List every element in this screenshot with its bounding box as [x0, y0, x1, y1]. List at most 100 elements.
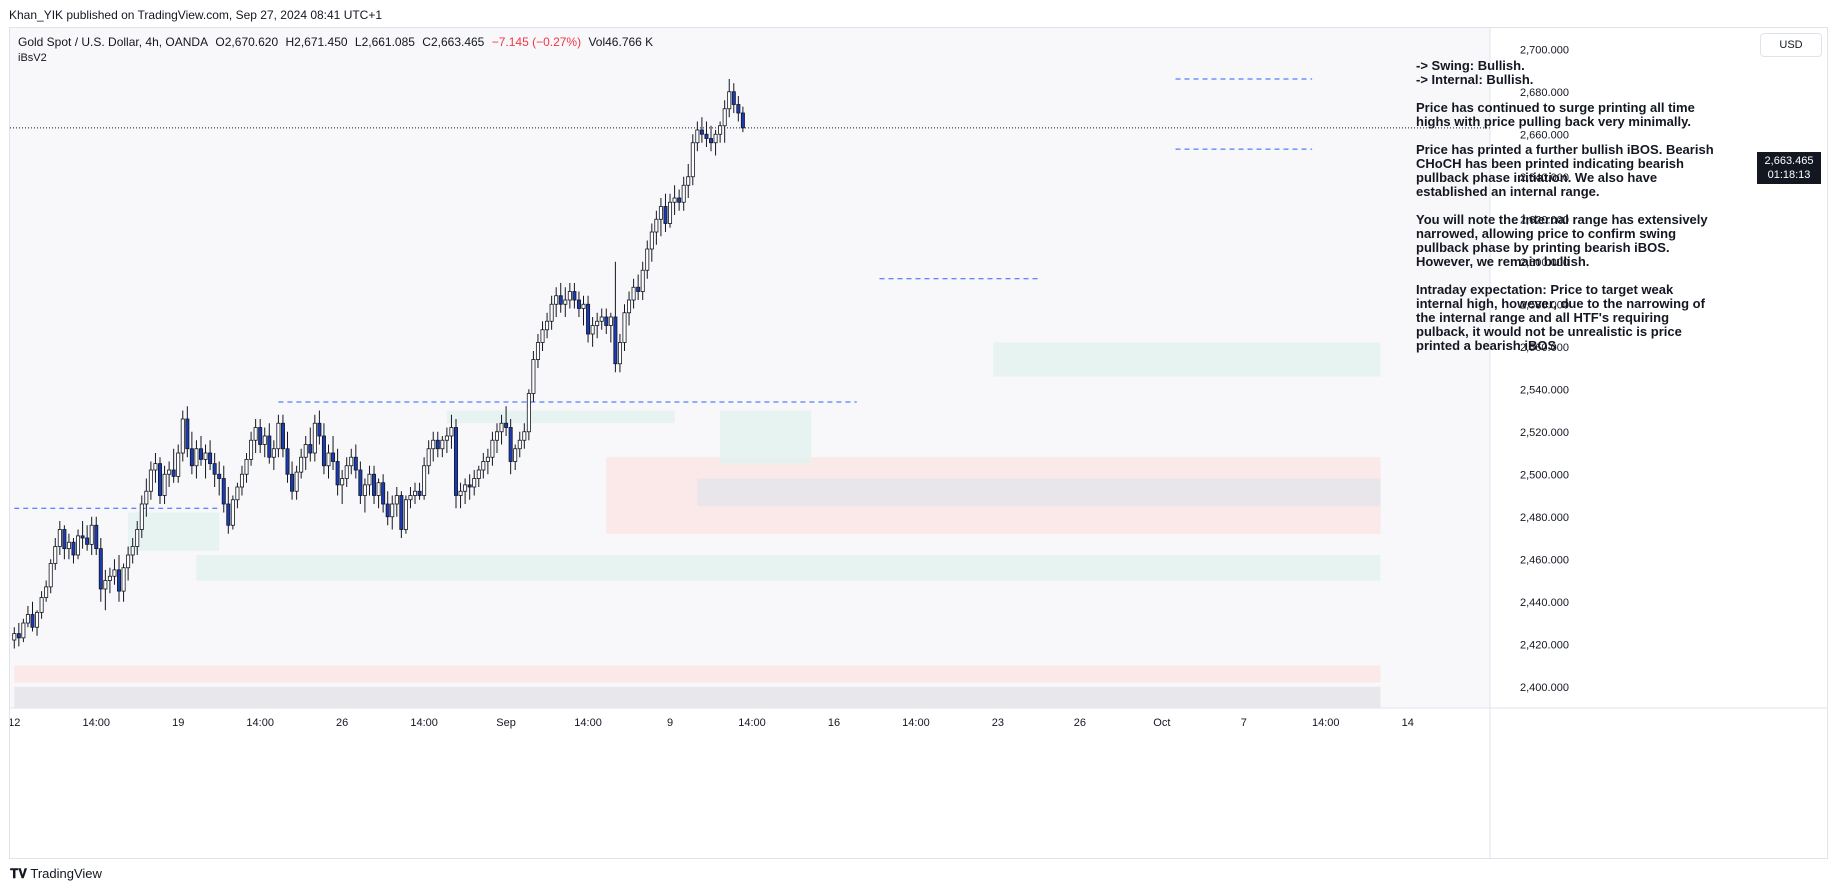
- candle-body: [608, 316, 613, 326]
- candle-body: [595, 320, 600, 326]
- candle-body: [16, 633, 21, 639]
- candle-body: [130, 546, 135, 556]
- current-price: 2,663.465: [1764, 155, 1814, 167]
- candle-body: [230, 499, 235, 526]
- ohlc-legend: Gold Spot / U.S. Dollar, 4h, OANDA O2,67…: [18, 35, 657, 49]
- candle-body: [57, 529, 62, 547]
- candle-body: [494, 431, 499, 441]
- candle-body: [576, 299, 581, 309]
- x-tick-label: 26: [1074, 717, 1086, 729]
- candle-body: [622, 312, 627, 343]
- candle-body: [458, 490, 463, 496]
- candle-body: [668, 201, 673, 224]
- zone: [446, 410, 675, 424]
- candle-body: [731, 91, 736, 105]
- candle-body: [672, 197, 677, 203]
- candle-body: [390, 503, 395, 518]
- candle-body: [239, 473, 244, 488]
- x-tick-label: 14:00: [82, 717, 110, 729]
- candle-body: [490, 439, 495, 458]
- candle-body: [722, 108, 727, 127]
- candle-body: [185, 418, 190, 450]
- x-tick-label: 16: [828, 717, 840, 729]
- x-tick-label: 14: [1402, 717, 1414, 729]
- candle-body: [408, 495, 413, 501]
- candle-body: [162, 473, 167, 496]
- footer-brand[interactable]: TradingView: [30, 866, 102, 881]
- y-tick-label: 2,460.000: [1520, 554, 1569, 566]
- candle-body: [294, 471, 299, 492]
- candle-body: [522, 431, 527, 441]
- y-tick-label: 2,700.000: [1520, 44, 1569, 56]
- x-tick-label: 14:00: [902, 717, 930, 729]
- change-value: −7.145 (−0.27%): [491, 35, 582, 49]
- candle-body: [426, 448, 431, 467]
- candle-body: [80, 535, 85, 539]
- x-tick-label: 14:00: [246, 717, 274, 729]
- candle-body: [53, 546, 58, 564]
- low-value: L2,661.085: [354, 35, 415, 49]
- indicator-label[interactable]: iBsV2: [18, 52, 47, 64]
- candle-body: [308, 444, 313, 454]
- candle-body: [545, 320, 550, 331]
- y-tick-label: 2,540.000: [1520, 384, 1569, 396]
- candle-body: [212, 463, 217, 475]
- x-tick-label: 12: [10, 717, 20, 729]
- candle-body: [654, 218, 659, 233]
- candle-body: [71, 541, 76, 556]
- note-ibos: Price has printed a further bullish iBOS…: [1416, 142, 1714, 199]
- candle-body: [736, 104, 741, 114]
- candle-body: [535, 342, 540, 360]
- x-tick-label: 14:00: [738, 717, 766, 729]
- candle-body: [253, 427, 258, 441]
- symbol-label[interactable]: Gold Spot / U.S. Dollar, 4h, OANDA: [18, 35, 209, 49]
- candle-body: [572, 291, 577, 301]
- candle-body: [358, 469, 363, 496]
- candle-body: [135, 529, 140, 547]
- candle-body: [94, 524, 99, 550]
- zone: [697, 478, 1381, 507]
- candle-body: [658, 206, 663, 220]
- candle-body: [617, 342, 622, 365]
- y-tick-label: 2,560.000: [1520, 342, 1569, 354]
- candle-body: [718, 125, 723, 135]
- note-range: You will note the internal range has ext…: [1416, 212, 1708, 269]
- chart-frame[interactable]: 2,700.000 2,680.000 2,660.000 2,640.000 2,62…: [9, 27, 1828, 859]
- candle-body: [399, 495, 404, 530]
- candle-body: [349, 456, 354, 467]
- candle-body: [704, 133, 709, 139]
- candle-body: [203, 452, 208, 460]
- candle-body: [454, 427, 458, 496]
- candle-body: [117, 569, 122, 592]
- candle-body: [180, 418, 185, 454]
- bar-countdown: 01:18:13: [1767, 169, 1811, 181]
- candle-body: [481, 461, 486, 471]
- candle-body: [663, 206, 668, 224]
- candle-body: [381, 482, 386, 505]
- candle-body: [317, 422, 322, 437]
- candle-body: [649, 231, 654, 250]
- candle-body: [413, 490, 418, 496]
- y-tick-label: 2,440.000: [1520, 597, 1569, 609]
- candle-body: [604, 316, 609, 326]
- x-tick-label: Sep: [496, 717, 516, 729]
- price-chart[interactable]: 2,700.000 2,680.000 2,660.000 2,640.000 2,62…: [10, 28, 1827, 858]
- candle-body: [740, 112, 745, 129]
- candle-body: [244, 458, 249, 475]
- candle-body: [85, 537, 90, 545]
- candle-body: [276, 422, 281, 450]
- candle-body: [126, 554, 131, 569]
- candle-body: [62, 529, 67, 550]
- currency-button[interactable]: USD: [1760, 33, 1822, 57]
- candle-body: [531, 359, 536, 394]
- analysis-notes: -> Swing: Bullish. -> Internal: Bullish.…: [1416, 59, 1716, 367]
- candle-body: [449, 427, 454, 437]
- candle-body: [107, 575, 112, 581]
- candle-body: [549, 303, 554, 322]
- candle-body: [290, 473, 295, 492]
- candle-body: [89, 524, 94, 545]
- candle-body: [158, 463, 162, 496]
- y-tick-label: 2,680.000: [1520, 87, 1569, 99]
- candle-body: [148, 469, 153, 492]
- tradingview-logo-icon[interactable]: 𝐓𝐕: [10, 866, 27, 881]
